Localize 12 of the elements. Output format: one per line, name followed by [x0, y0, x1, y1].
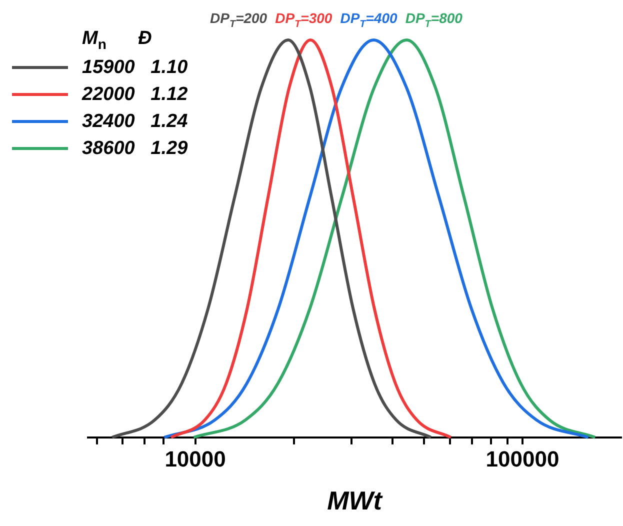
- x-tick-label: 100000: [486, 446, 560, 472]
- text: DP$_{T}$=800: [405, 10, 462, 30]
- x-axis-title: MWt: [327, 486, 384, 516]
- legend-label: 15900 1.10: [82, 56, 188, 78]
- legend-label: 32400 1.24: [82, 110, 188, 132]
- x-tick-label: 10000: [164, 446, 226, 472]
- text: DP$_{T}$=200: [210, 10, 268, 30]
- legend-label: 22000 1.12: [82, 84, 188, 106]
- text: DP$_{T}$=300: [275, 10, 332, 30]
- text: M$_{n}$ Đ: [82, 28, 152, 52]
- text: DP$_{T}$=400: [340, 10, 398, 30]
- legend-label: 38600 1.29: [82, 138, 188, 160]
